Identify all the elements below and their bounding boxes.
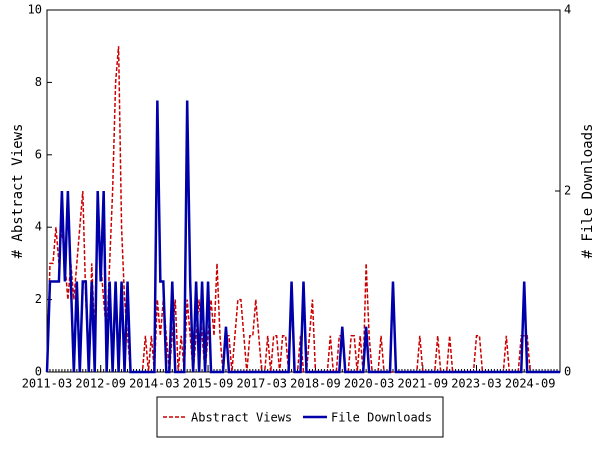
x-tick-label: 2017-03	[236, 377, 287, 391]
x-tick-label: 2020-03	[344, 377, 395, 391]
series-line	[45, 100, 560, 374]
y2-axis-label: # File Downloads	[580, 124, 596, 259]
legend-label: File Downloads	[331, 411, 432, 425]
y-tick-label: 0	[35, 365, 42, 379]
y-axis-label: # Abstract Views	[10, 124, 26, 259]
y-tick-label: 10	[28, 3, 42, 17]
legend	[156, 396, 444, 438]
legend-label: Abstract Views	[191, 411, 292, 425]
x-tick-label: 2015-09	[183, 377, 234, 391]
x-tick-label: 2023-03	[451, 377, 502, 391]
x-tick-label: 2012-09	[75, 377, 126, 391]
y-tick-label: 2	[35, 292, 42, 306]
x-tick-label: 2014-03	[129, 377, 180, 391]
y2-tick-label: 2	[564, 184, 571, 198]
y2-tick-label: 0	[564, 365, 571, 379]
y-tick-label: 6	[35, 147, 42, 161]
y-tick-label: 8	[35, 75, 42, 89]
y2-tick-label: 4	[564, 3, 571, 17]
y-tick-label: 4	[35, 220, 42, 234]
series-line	[46, 46, 560, 373]
x-tick-label: 2021-09	[398, 377, 449, 391]
x-tick-label: 2018-09	[290, 377, 341, 391]
x-tick-label: 2011-03	[22, 377, 73, 391]
x-tick-label: 2024-09	[505, 377, 556, 391]
